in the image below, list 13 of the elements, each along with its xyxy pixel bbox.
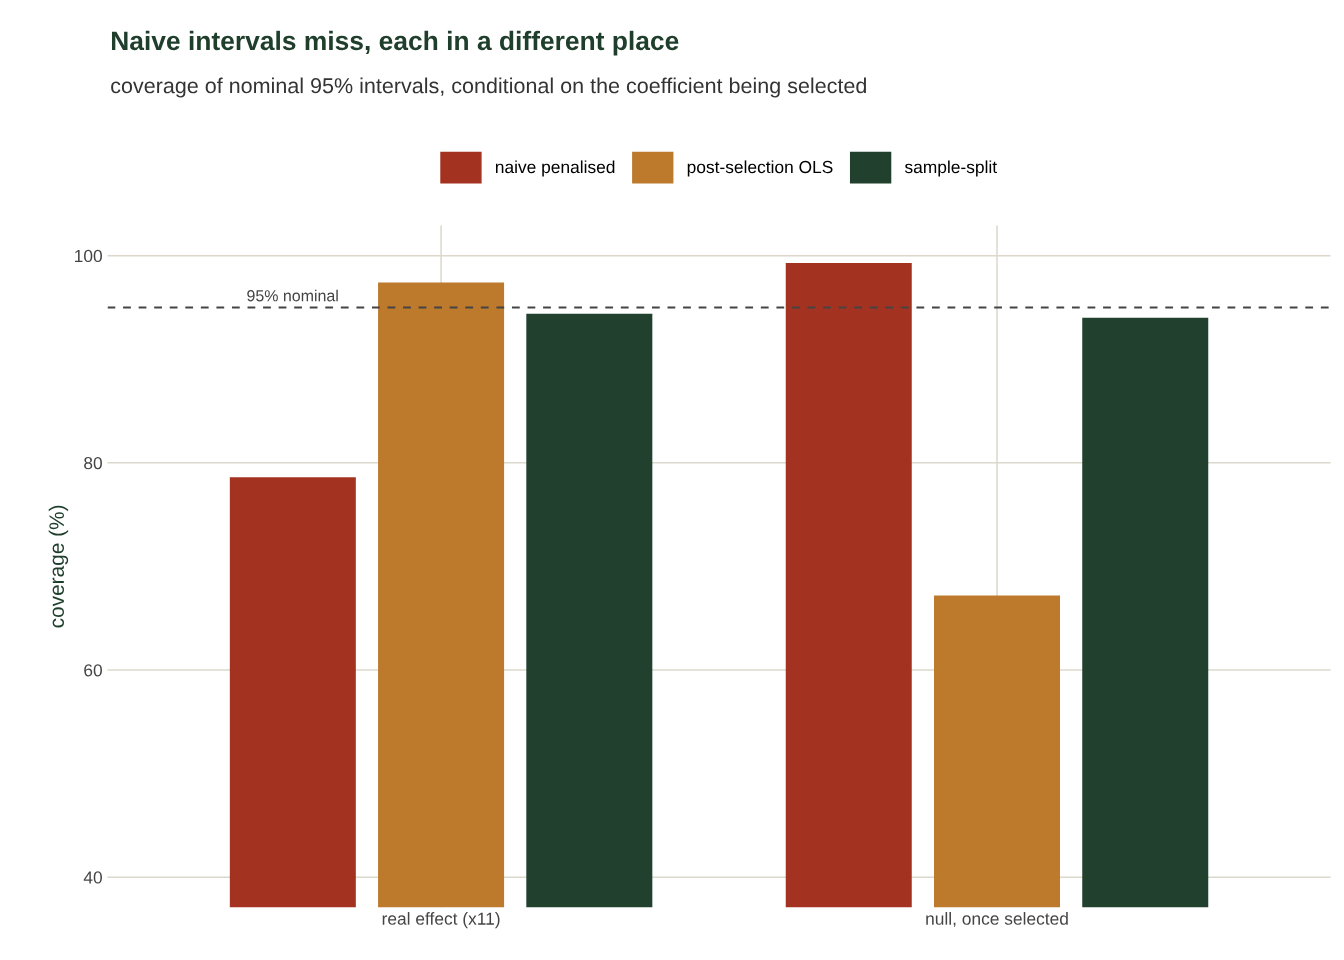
y-tick-label: 40 xyxy=(83,871,102,884)
x-tick-label: real effect (x11) xyxy=(382,912,500,929)
legend-label: sample-split xyxy=(904,160,997,177)
chart-subtitle: coverage of nominal 95% intervals, conditional on the coefficient being selected xyxy=(111,77,866,98)
legend-label: naive penalised xyxy=(495,160,615,177)
chart-title: Naive intervals miss, each in a different place xyxy=(111,30,679,56)
ref-line-label: 95% nominal xyxy=(247,289,338,302)
y-axis-title: coverage (%) xyxy=(48,505,69,628)
y-tick-label: 80 xyxy=(84,456,102,470)
y-tick-label: 60 xyxy=(84,664,102,677)
y-tick-label: 100 xyxy=(75,249,102,263)
legend-label: post-selection OLS xyxy=(687,160,833,177)
x-tick-label: null, once selected xyxy=(926,912,1068,927)
